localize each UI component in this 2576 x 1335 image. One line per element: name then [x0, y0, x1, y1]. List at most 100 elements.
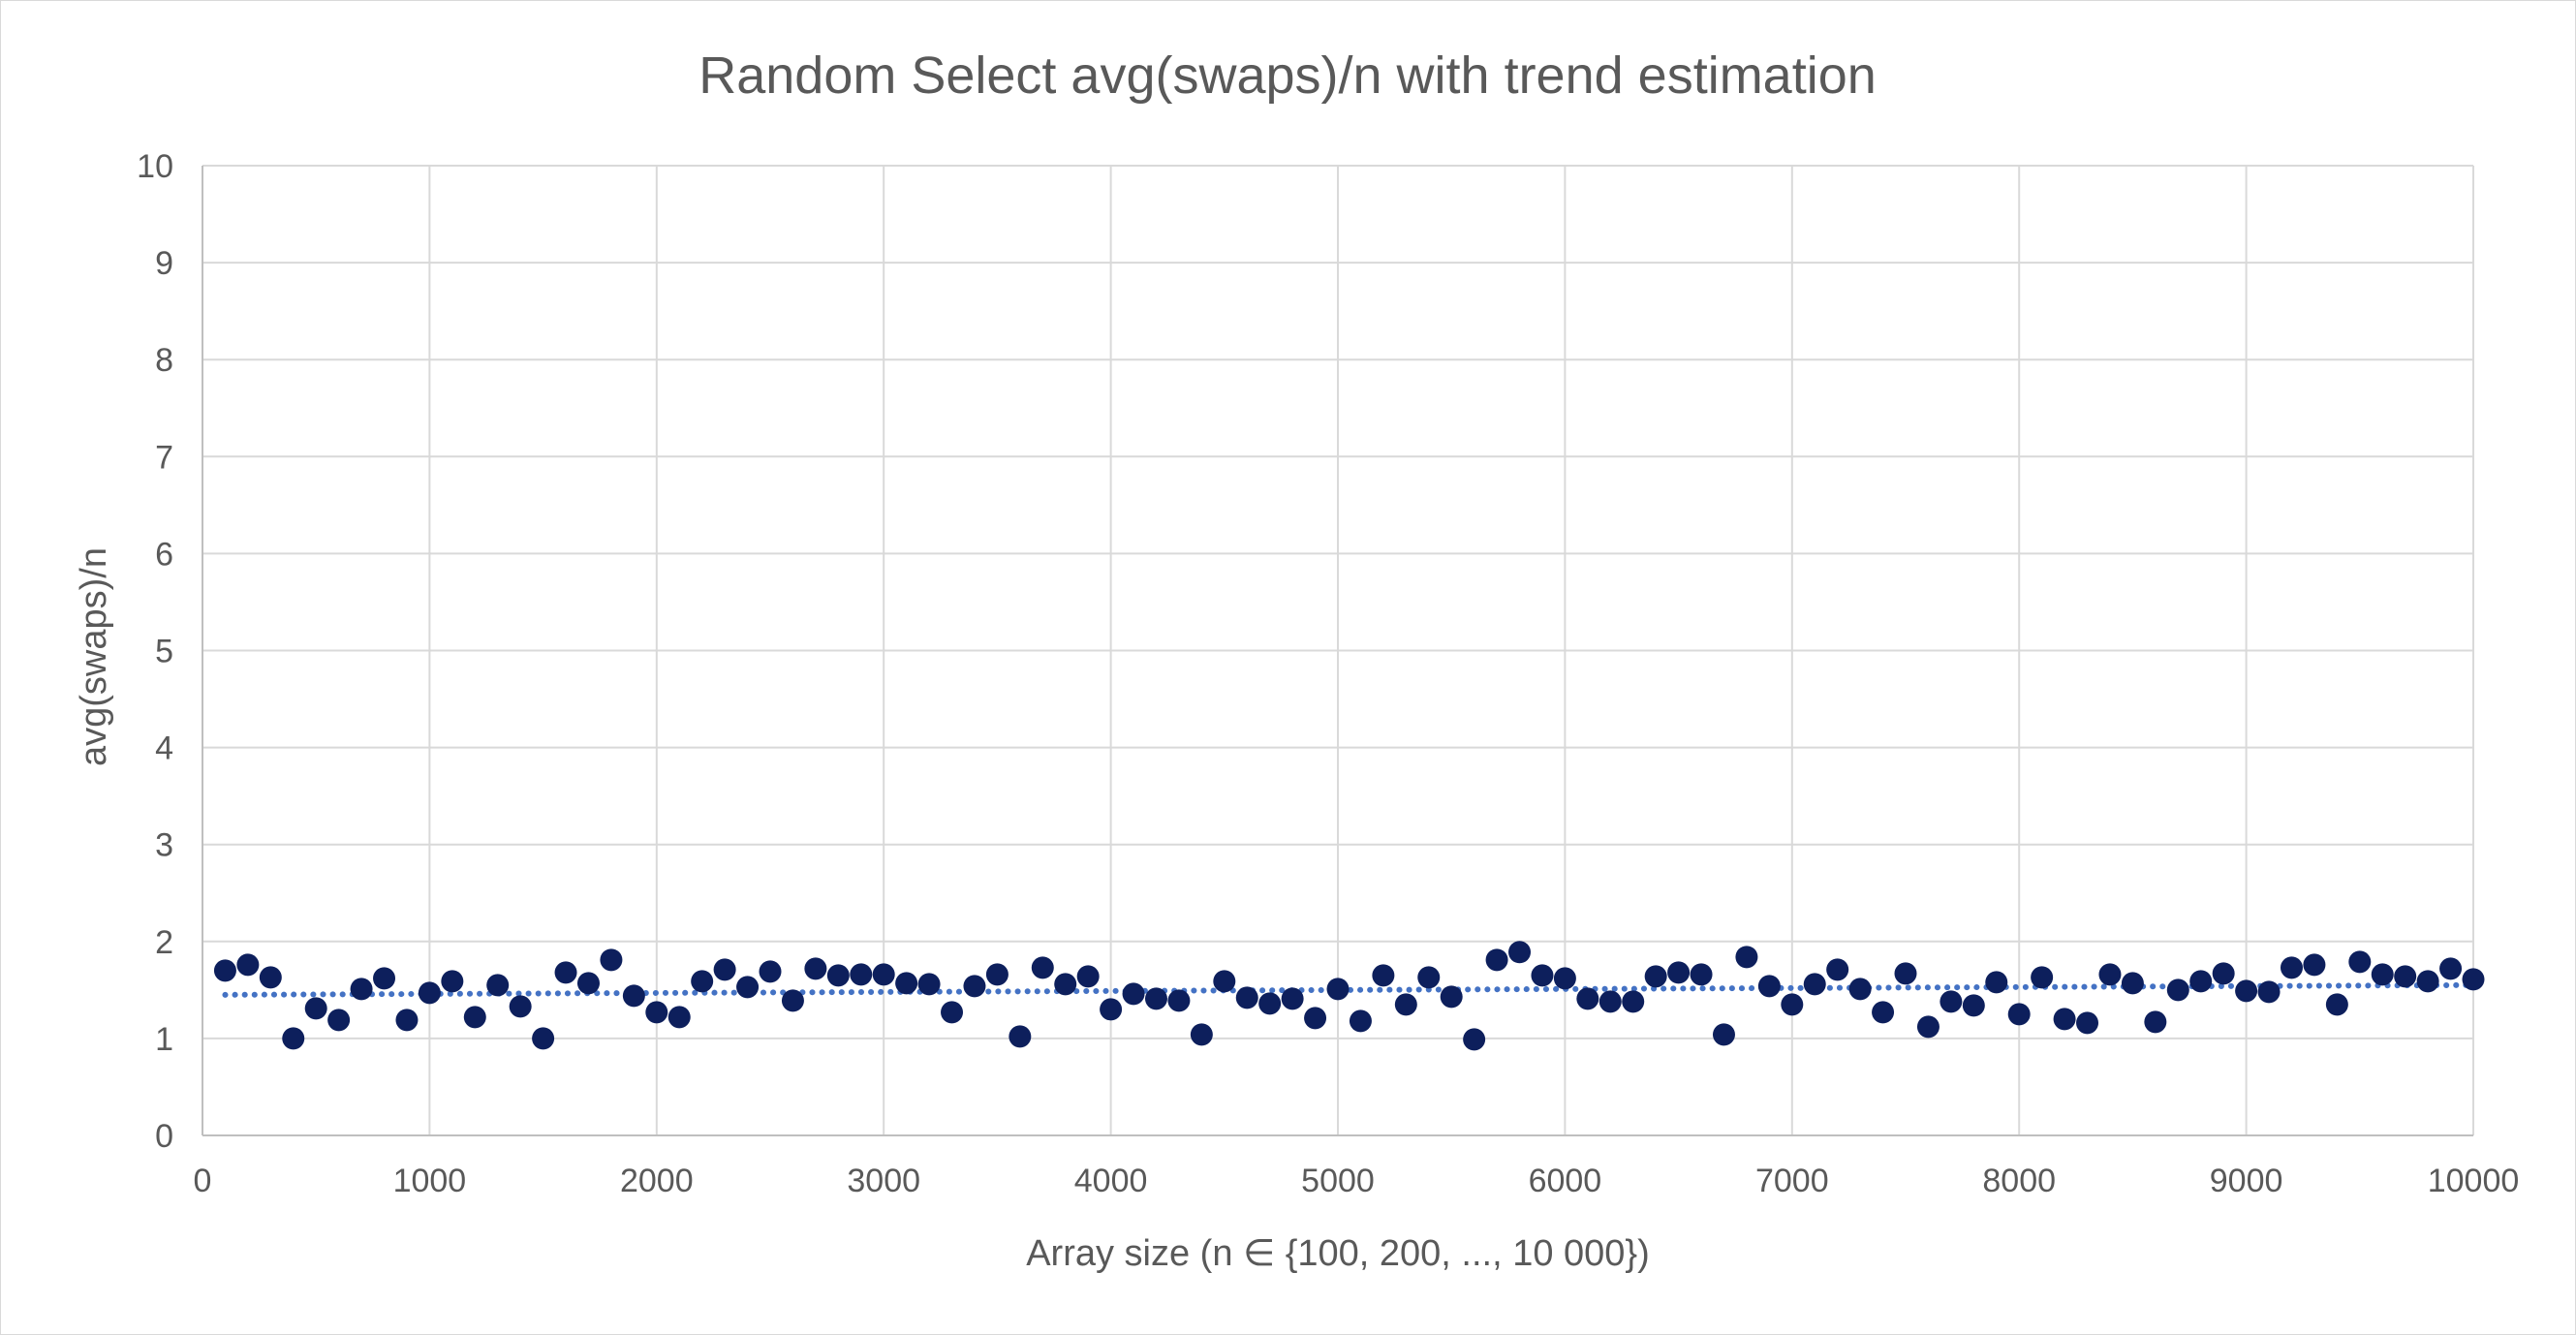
gridlines — [202, 165, 2474, 1135]
data-point — [1463, 1028, 1486, 1051]
data-point — [1985, 971, 2008, 994]
x-axis-title: Array size (n ∈ {100, 200, ..., 10 000}) — [1026, 1233, 1650, 1274]
data-point — [1167, 989, 1191, 1012]
data-point — [759, 960, 782, 983]
data-point — [1553, 967, 1576, 990]
data-point — [2076, 1011, 2099, 1035]
data-point — [2053, 1008, 2076, 1031]
data-point — [395, 1009, 419, 1032]
data-point — [1644, 965, 1667, 988]
data-point — [1122, 982, 1145, 1006]
data-point — [691, 970, 714, 993]
y-tick-label: 2 — [155, 924, 173, 961]
data-point — [2303, 953, 2326, 977]
data-point — [373, 967, 396, 990]
data-point — [1690, 963, 1713, 986]
data-point — [213, 959, 236, 982]
data-point — [2257, 980, 2281, 1004]
data-point — [1508, 941, 1532, 964]
y-tick-label: 9 — [155, 245, 173, 282]
data-point — [963, 975, 986, 998]
data-point — [1054, 973, 1077, 996]
data-point — [1440, 985, 1463, 1009]
data-point — [600, 948, 623, 972]
data-point — [804, 957, 827, 980]
data-point — [1394, 993, 1417, 1016]
x-tick-label: 7000 — [1755, 1163, 1829, 1199]
data-point — [2031, 966, 2054, 989]
data-point — [1781, 993, 1804, 1016]
data-point — [1622, 990, 1645, 1013]
data-point — [2212, 962, 2235, 985]
y-tick-label: 10 — [137, 148, 173, 185]
data-point — [1417, 966, 1441, 989]
data-point — [1235, 986, 1258, 1009]
data-point — [781, 989, 804, 1012]
data-point — [1031, 956, 1054, 979]
data-point — [1916, 1015, 1940, 1039]
data-point — [2416, 970, 2439, 993]
data-point — [282, 1027, 305, 1050]
data-point — [2439, 957, 2463, 980]
data-point — [872, 963, 895, 986]
data-point — [1190, 1023, 1213, 1046]
y-axis-title: avg(swaps)/n — [74, 547, 114, 766]
data-point — [1872, 1001, 1895, 1024]
data-point — [1826, 958, 1849, 981]
data-point — [1598, 990, 1622, 1013]
data-point — [2371, 963, 2394, 986]
data-point — [418, 981, 441, 1005]
data-point — [2189, 970, 2213, 993]
data-point — [2144, 1010, 2167, 1034]
tick-labels: 0 1 2 3 4 5 6 7 8 9 10 0 1000 2000 3000 4000 5000 6000 700… — [137, 148, 2519, 1199]
x-tick-label: 8000 — [1982, 1163, 2056, 1199]
data-point — [1213, 970, 1236, 993]
data-point — [1304, 1007, 1327, 1030]
data-point — [1712, 1023, 1735, 1046]
x-tick-label: 1000 — [393, 1163, 467, 1199]
data-point — [1848, 978, 1872, 1001]
data-point — [1962, 994, 1985, 1017]
data-point — [985, 963, 1009, 986]
axes — [202, 166, 2473, 1136]
data-point — [736, 976, 760, 999]
data-point — [1076, 965, 1100, 988]
data-point — [2462, 968, 2485, 991]
data-point — [1326, 978, 1350, 1001]
y-tick-label: 7 — [155, 439, 173, 476]
data-point — [2235, 979, 2258, 1003]
data-point — [1940, 990, 1963, 1013]
x-tick-label: 10000 — [2428, 1163, 2520, 1199]
data-point — [2098, 963, 2122, 986]
data-point — [645, 1001, 668, 1024]
data-point — [2348, 950, 2372, 974]
y-tick-label: 0 — [155, 1118, 173, 1155]
data-point — [667, 1006, 691, 1029]
data-point — [350, 978, 373, 1001]
x-tick-label: 0 — [194, 1163, 212, 1199]
data-point — [1757, 975, 1781, 998]
data-point — [509, 995, 532, 1018]
data-point — [1372, 964, 1395, 987]
chart-title: Random Select avg(swaps)/n with trend es… — [698, 47, 1877, 105]
x-tick-label: 9000 — [2210, 1163, 2283, 1199]
data-point — [2166, 978, 2189, 1002]
y-tick-label: 6 — [155, 536, 173, 573]
x-tick-label: 2000 — [620, 1163, 694, 1199]
data-point — [2007, 1003, 2031, 1026]
x-tick-label: 3000 — [847, 1163, 920, 1199]
y-tick-label: 5 — [155, 634, 173, 670]
y-tick-label: 1 — [155, 1021, 173, 1058]
data-point — [1258, 992, 1282, 1015]
data-point — [917, 973, 941, 996]
data-point — [713, 958, 736, 981]
data-point — [2280, 956, 2303, 979]
data-point — [1281, 987, 1304, 1010]
data-point — [1009, 1025, 1032, 1048]
data-point — [1485, 948, 1508, 972]
data-point — [532, 1027, 555, 1050]
x-tick-label: 5000 — [1301, 1163, 1375, 1199]
y-tick-label: 8 — [155, 342, 173, 379]
